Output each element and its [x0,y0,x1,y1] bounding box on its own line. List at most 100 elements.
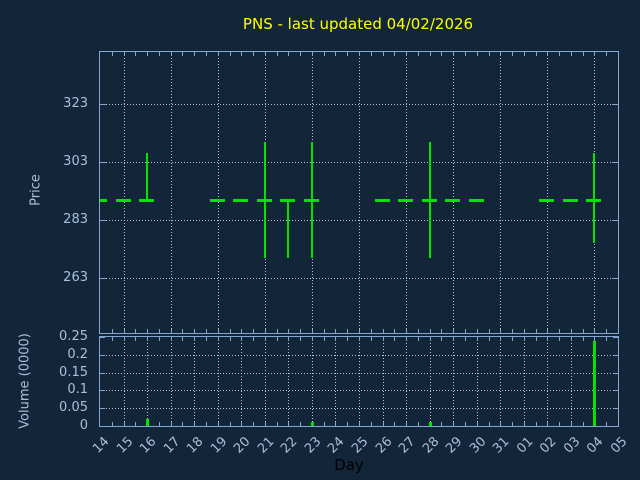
x-tick [265,329,266,333]
x-tick [312,329,313,333]
x-tick [512,337,513,341]
x-tick [606,52,607,56]
volume-gridline [430,337,431,426]
x-tick [500,52,501,56]
volume-gridline [383,337,384,426]
x-tick [418,337,419,341]
price-dash [280,199,295,202]
x-tick [312,52,313,56]
x-tick [194,422,195,426]
x-tick [206,52,207,56]
x-tick [453,337,454,341]
x-tick [371,329,372,333]
x-tick [583,329,584,333]
x-tick [300,422,301,426]
day-tick-label: 30 [467,434,490,457]
day-tick-label: 03 [561,434,584,457]
x-tick [500,329,501,333]
price-tick-label: 283 [63,212,88,227]
x-tick [206,337,207,341]
x-tick [477,329,478,333]
x-tick [265,337,266,341]
x-tick [300,337,301,341]
x-tick [147,337,148,341]
x-tick [253,337,254,341]
x-tick [135,329,136,333]
x-tick [324,337,325,341]
x-tick [159,329,160,333]
x-tick [218,52,219,56]
price-dash [210,199,225,202]
volume-panel [99,336,619,427]
x-tick [147,329,148,333]
day-tick-label: 23 [302,434,325,457]
x-tick [453,329,454,333]
x-tick [230,329,231,333]
x-tick [512,52,513,56]
x-tick [465,422,466,426]
x-tick [371,337,372,341]
volume-gridline [288,337,289,426]
price-dash [398,199,413,202]
x-tick [406,337,407,341]
x-tick [265,52,266,56]
x-tick [359,337,360,341]
x-tick [171,329,172,333]
x-tick [406,52,407,56]
x-tick [524,422,525,426]
volume-bar [311,422,314,426]
day-tick-label: 15 [114,434,137,457]
x-tick [241,337,242,341]
x-tick [335,329,336,333]
x-tick [559,337,560,341]
x-tick [218,337,219,341]
x-tick [324,52,325,56]
y-tick [613,408,618,409]
x-tick [324,422,325,426]
x-axis-title: Day [334,456,364,474]
x-tick [536,52,537,56]
y-tick [100,220,106,221]
price-dash [233,199,248,202]
x-tick [477,422,478,426]
x-tick [571,422,572,426]
x-tick [300,52,301,56]
volume-gridline [571,337,572,426]
x-tick [394,52,395,56]
day-tick-label: 31 [490,434,513,457]
x-tick [230,422,231,426]
day-tick-label: 24 [325,434,348,457]
x-tick [383,337,384,341]
volume-gridline [477,337,478,426]
volume-gridline [218,337,219,426]
y-tick [100,390,105,391]
x-tick [312,337,313,341]
x-tick [547,329,548,333]
y-tick [100,337,105,338]
x-tick [571,337,572,341]
x-tick [571,52,572,56]
y-tick [100,355,105,356]
x-tick [371,422,372,426]
x-tick [300,329,301,333]
day-tick-label: 29 [443,434,466,457]
chart-title: PNS - last updated 04/02/2026 [242,15,474,33]
x-tick [430,337,431,341]
x-tick [194,52,195,56]
day-tick-label: 19 [208,434,231,457]
x-tick [277,422,278,426]
x-tick [147,52,148,56]
day-tick-label: 18 [184,434,207,457]
x-tick [512,329,513,333]
volume-gridline [265,337,266,426]
price-dash [304,199,319,202]
x-tick [418,52,419,56]
x-tick [253,52,254,56]
x-tick [547,422,548,426]
x-tick [324,329,325,333]
x-tick [124,329,125,333]
x-tick [253,329,254,333]
x-tick [194,329,195,333]
y-tick [613,355,618,356]
